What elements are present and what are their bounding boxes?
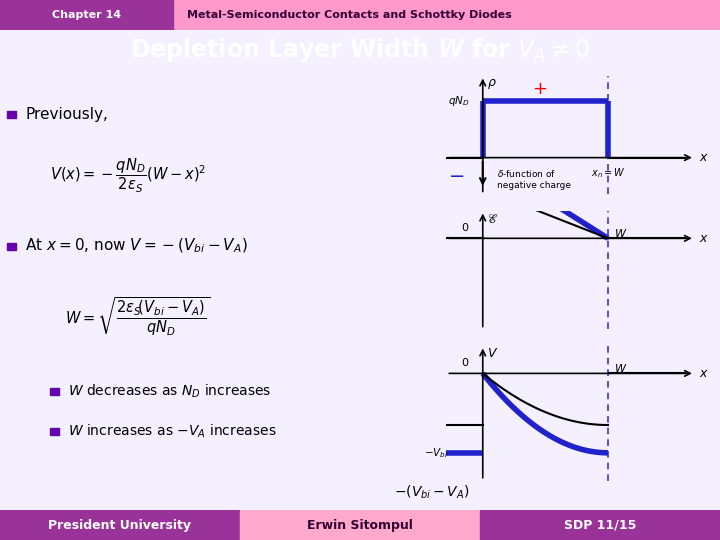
Text: $x_n = W$: $x_n = W$: [590, 166, 625, 180]
Text: $V\left(x\right) = -\dfrac{qN_D}{2\varepsilon_S}\left(W-x\right)^2$: $V\left(x\right) = -\dfrac{qN_D}{2\varep…: [50, 157, 207, 195]
Text: Previously,: Previously,: [25, 107, 108, 122]
Text: $-$: $-$: [449, 165, 464, 184]
Bar: [7, 242, 16, 250]
Text: At $x = 0$, now $V = -\left(V_{bi} - V_A\right)$: At $x = 0$, now $V = -\left(V_{bi} - V_A…: [25, 237, 248, 255]
Text: $qN_D$: $qN_D$: [449, 94, 470, 108]
Text: 0: 0: [461, 223, 468, 233]
Text: $-\left(V_{bi} - V_A\right)$: $-\left(V_{bi} - V_A\right)$: [395, 484, 469, 502]
Text: $x$: $x$: [699, 232, 708, 245]
Text: $W$: $W$: [614, 227, 627, 239]
Text: 0: 0: [461, 358, 468, 368]
Text: $V$: $V$: [487, 347, 498, 360]
Bar: [0, 0, 173, 30]
Text: $W$: $W$: [614, 362, 627, 374]
Text: President University: President University: [48, 518, 191, 532]
Text: $\delta$-function of
negative charge: $\delta$-function of negative charge: [497, 168, 571, 190]
Text: $W$ decreases as $N_D$ increases: $W$ decreases as $N_D$ increases: [68, 383, 271, 400]
Text: $+$: $+$: [532, 79, 547, 98]
Bar: [240, 510, 480, 540]
Text: SDP 11/15: SDP 11/15: [564, 518, 636, 532]
Bar: [50, 388, 59, 395]
Text: Erwin Sitompul: Erwin Sitompul: [307, 518, 413, 532]
Text: Depletion Layer Width $\boldsymbol{W}$ for $V_A \neq 0$: Depletion Layer Width $\boldsymbol{W}$ f…: [130, 36, 590, 64]
Bar: [7, 111, 16, 118]
Text: $-V_{bi}$: $-V_{bi}$: [424, 446, 449, 460]
Text: Chapter 14: Chapter 14: [52, 10, 121, 20]
Text: $x$: $x$: [699, 367, 708, 380]
Text: $W = \sqrt{\dfrac{2\varepsilon_S\!\left(V_{bi}-V_A\right)}{qN_D}}$: $W = \sqrt{\dfrac{2\varepsilon_S\!\left(…: [65, 295, 210, 338]
Text: Metal-Semiconductor Contacts and Schottky Diodes: Metal-Semiconductor Contacts and Schottk…: [187, 10, 512, 20]
Bar: [480, 510, 720, 540]
Bar: [0, 510, 240, 540]
Text: $W$ increases as $-V_A$ increases: $W$ increases as $-V_A$ increases: [68, 422, 277, 440]
Text: $\rho$: $\rho$: [487, 77, 497, 91]
Text: $x$: $x$: [699, 151, 708, 164]
Text: $\mathscr{E}$: $\mathscr{E}$: [487, 212, 498, 226]
Bar: [50, 428, 59, 435]
